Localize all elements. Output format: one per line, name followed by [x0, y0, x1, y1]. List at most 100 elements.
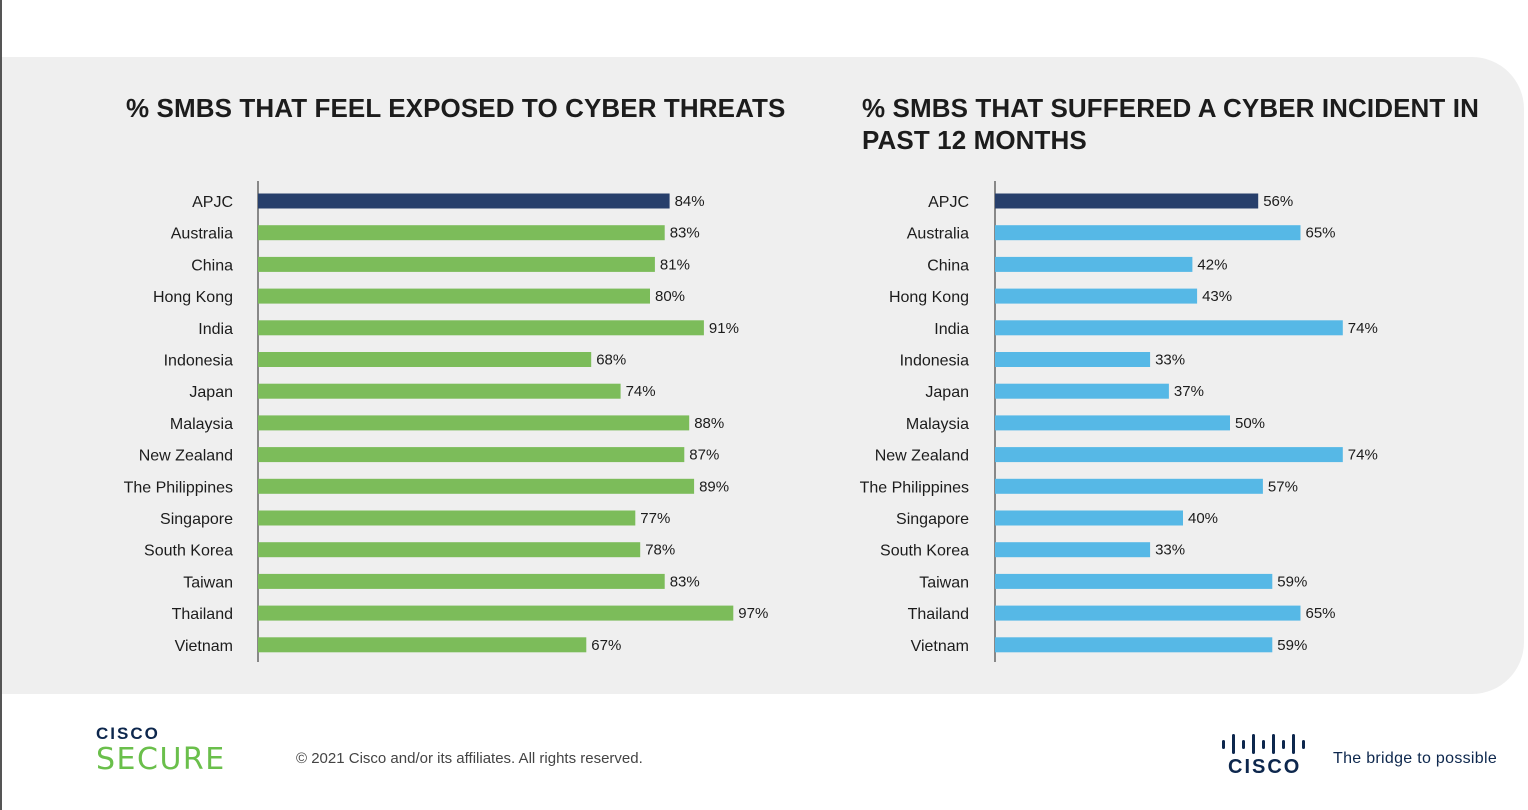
incident-category-label: Vietnam [911, 638, 969, 655]
exposed-value-label: 74% [626, 383, 656, 400]
incident-bar [995, 193, 1259, 209]
chart-title-exposed: % SMBS THAT FEEL EXPOSED TO CYBER THREAT… [126, 93, 786, 123]
exposed-bar [258, 478, 695, 494]
exposed-category-label: Malaysia [170, 416, 233, 433]
exposed-bar [258, 637, 587, 653]
incident-category-label: APJC [928, 194, 969, 211]
cisco-secure-brand: CISCO SECURE [96, 724, 226, 776]
exposed-category-label: The Philippines [124, 479, 233, 496]
exposed-category-label: Australia [171, 226, 233, 243]
incident-value-label: 50% [1235, 415, 1265, 432]
incident-value-label: 59% [1277, 573, 1307, 590]
exposed-value-label: 97% [738, 605, 768, 622]
exposed-bar [258, 573, 665, 589]
incident-bar [995, 288, 1198, 304]
incident-bar [995, 383, 1169, 399]
incident-value-label: 43% [1202, 288, 1232, 305]
incident-bar [995, 510, 1183, 526]
incident-category-label: Malaysia [906, 416, 969, 433]
incident-bar [995, 352, 1151, 367]
exposed-value-label: 91% [709, 320, 739, 337]
incident-bar [995, 605, 1301, 621]
exposed-bar [258, 510, 636, 526]
exposed-value-label: 68% [596, 352, 626, 369]
incident-value-label: 74% [1348, 447, 1378, 464]
exposed-value-label: 67% [591, 637, 621, 654]
exposed-bar [258, 415, 690, 431]
exposed-value-label: 77% [640, 510, 670, 527]
exposed-category-label: China [191, 257, 233, 274]
exposed-bar [258, 542, 641, 558]
incident-value-label: 65% [1306, 225, 1336, 242]
brand-cisco-text: CISCO [96, 724, 160, 743]
exposed-value-label: 88% [694, 415, 724, 432]
incident-bar [995, 542, 1151, 558]
copyright-text: © 2021 Cisco and/or its affiliates. All … [296, 750, 643, 767]
incident-value-label: 57% [1268, 478, 1298, 495]
incident-category-label: Singapore [896, 511, 969, 528]
exposed-value-label: 87% [689, 447, 719, 464]
incident-bar [995, 225, 1301, 241]
incident-value-label: 40% [1188, 510, 1218, 527]
incident-bar [995, 447, 1343, 463]
incident-bar [995, 320, 1343, 336]
exposed-bar [258, 225, 665, 241]
exposed-bar [258, 256, 655, 272]
exposed-category-label: Taiwan [183, 574, 233, 591]
incident-category-label: India [934, 321, 969, 338]
exposed-value-label: 89% [699, 478, 729, 495]
incident-category-label: Indonesia [900, 353, 969, 370]
incident-category-label: Taiwan [919, 574, 969, 591]
incident-category-label: Hong Kong [889, 289, 969, 306]
exposed-bar [258, 288, 650, 304]
incident-value-label: 33% [1155, 352, 1185, 369]
incident-value-label: 65% [1306, 605, 1336, 622]
incident-value-label: 33% [1155, 542, 1185, 559]
exposed-bar [258, 383, 621, 399]
exposed-value-label: 80% [655, 288, 685, 305]
chart-title-incident: % SMBS THAT SUFFERED A CYBER INCIDENT IN… [862, 93, 1479, 155]
exposed-category-label: South Korea [144, 543, 233, 560]
incident-bar [995, 478, 1263, 494]
exposed-category-label: Vietnam [175, 638, 233, 655]
incident-value-label: 37% [1174, 383, 1204, 400]
incident-category-label: Japan [925, 384, 969, 401]
incident-bar [995, 573, 1273, 589]
exposed-category-label: Hong Kong [153, 289, 233, 306]
incident-category-label: The Philippines [860, 479, 969, 496]
incident-value-label: 56% [1263, 193, 1293, 210]
exposed-category-label: Japan [189, 384, 233, 401]
exposed-value-label: 78% [645, 542, 675, 559]
exposed-bar [258, 320, 704, 336]
page-left-border [0, 0, 2, 810]
cisco-logo-wordmark: CISCO [1228, 756, 1302, 778]
incident-category-label: New Zealand [875, 448, 969, 465]
exposed-bar [258, 447, 685, 463]
exposed-value-label: 83% [670, 225, 700, 242]
exposed-bar [258, 193, 670, 209]
incident-bar [995, 415, 1230, 431]
exposed-bar [258, 605, 734, 621]
brand-secure-text: SECURE [96, 742, 226, 777]
incident-category-label: China [927, 257, 969, 274]
exposed-value-label: 81% [660, 256, 690, 273]
incident-value-label: 42% [1197, 256, 1227, 273]
incident-value-label: 59% [1277, 637, 1307, 654]
exposed-category-label: New Zealand [139, 448, 233, 465]
incident-category-label: Thailand [908, 606, 969, 623]
exposed-bar [258, 352, 592, 367]
incident-bar [995, 256, 1193, 272]
incident-value-label: 74% [1348, 320, 1378, 337]
exposed-category-label: Thailand [172, 606, 233, 623]
exposed-category-label: India [198, 321, 233, 338]
incident-bar [995, 637, 1273, 653]
exposed-category-label: Singapore [160, 511, 233, 528]
incident-category-label: Australia [907, 226, 969, 243]
tagline-text: The bridge to possible [1333, 750, 1498, 767]
exposed-value-label: 83% [670, 573, 700, 590]
cisco-logo-icon [1222, 734, 1305, 754]
exposed-category-label: Indonesia [164, 353, 233, 370]
incident-category-label: South Korea [880, 543, 969, 560]
